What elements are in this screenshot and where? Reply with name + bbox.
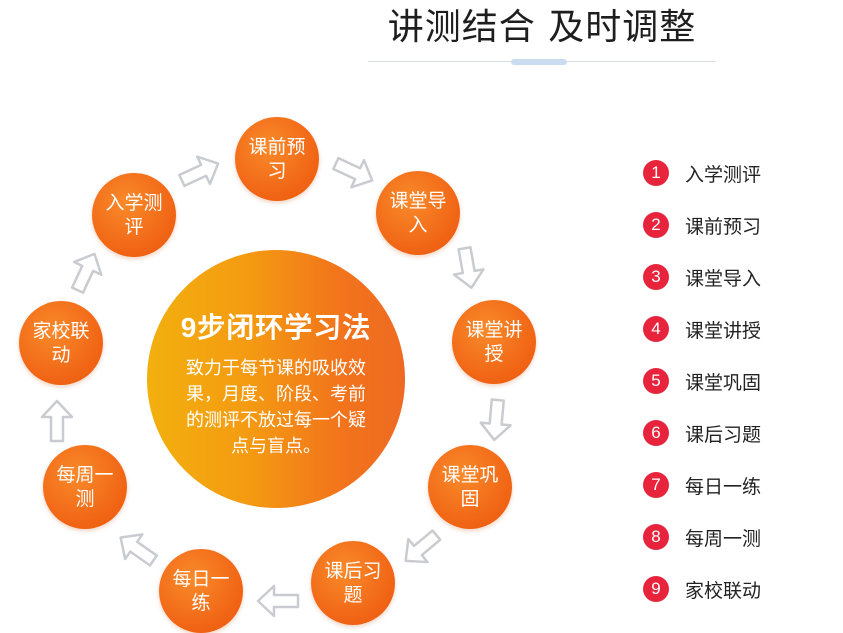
legend-label: 课堂讲授 <box>685 319 762 342</box>
cycle-step-7: 每日一练 <box>159 549 243 633</box>
cycle-step-label: 课堂讲授 <box>465 319 523 365</box>
legend-label: 入学测评 <box>685 163 762 186</box>
legend-label: 课堂导入 <box>685 267 762 290</box>
center-description: 致力于每节课的吸收效果，月度、阶段、考前的测评不放过每一个疑点与盲点。 <box>186 358 366 457</box>
cycle-step-8: 每周一测 <box>43 445 127 529</box>
center-title: 9步闭环学习法 <box>180 312 372 343</box>
legend-number-badge: 6 <box>643 420 669 446</box>
cycle-step-4: 课堂讲授 <box>452 300 536 384</box>
cycle-arrow-icon <box>404 529 442 564</box>
legend-label: 每日一练 <box>685 475 762 498</box>
legend-number-badge: 1 <box>643 160 669 186</box>
cycle-step-2: 课前预习 <box>235 117 319 201</box>
legend-number-badge: 3 <box>643 264 669 290</box>
legend-label: 每周一测 <box>685 527 762 550</box>
cycle-step-1: 入学测评 <box>92 173 176 257</box>
cycle-step-6: 课后习题 <box>311 541 395 625</box>
cycle-step-label: 每日一练 <box>172 568 230 614</box>
page-title: 讲测结合 及时调整 <box>387 7 697 48</box>
cycle-arrow-icon <box>479 398 512 442</box>
legend-number-badge: 8 <box>643 524 669 550</box>
legend-number-badge: 5 <box>643 368 669 394</box>
legend-item: 9 家校联动 <box>643 574 833 604</box>
cycle-arrow-icon <box>119 533 159 567</box>
legend-label: 家校联动 <box>685 579 762 602</box>
legend-number-badge: 2 <box>643 212 669 238</box>
cycle-step-9: 家校联动 <box>19 301 103 385</box>
cycle-step-5: 课堂巩固 <box>428 445 512 529</box>
legend-item: 2 课前预习 <box>643 210 833 240</box>
cycle-arrow-icon <box>332 156 374 189</box>
cycle-step-label: 课前预习 <box>248 136 306 182</box>
cycle-arrow-icon <box>178 155 220 188</box>
cycle-arrow-icon <box>70 252 103 294</box>
legend-item: 5 课堂巩固 <box>643 366 833 396</box>
legend-number-badge: 9 <box>643 576 669 602</box>
cycle-step-label: 课堂导入 <box>389 190 447 236</box>
cycle-arrow-icon <box>256 584 300 618</box>
title-accent-bar <box>511 59 567 65</box>
cycle-step-label: 家校联动 <box>32 320 90 366</box>
cycle-step-label: 课堂巩固 <box>441 464 499 510</box>
center-method-circle: 9步闭环学习法 致力于每节课的吸收效果，月度、阶段、考前的测评不放过每一个疑点与… <box>147 250 405 508</box>
cycle-step-label: 入学测评 <box>105 192 163 238</box>
cycle-step-label: 课后习题 <box>324 560 382 606</box>
cycle-step-label: 每周一测 <box>56 464 114 510</box>
legend-item: 6 课后习题 <box>643 418 833 448</box>
legend-number-badge: 4 <box>643 316 669 342</box>
legend-item: 8 每周一测 <box>643 522 833 552</box>
cycle-step-3: 课堂导入 <box>376 171 460 255</box>
cycle-arrow-icon <box>40 399 74 443</box>
legend-item: 1 入学测评 <box>643 158 833 188</box>
legend-number-badge: 7 <box>643 472 669 498</box>
legend-label: 课后习题 <box>685 423 762 446</box>
legend-item: 7 每日一练 <box>643 470 833 500</box>
legend-item: 4 课堂讲授 <box>643 314 833 344</box>
legend-item: 3 课堂导入 <box>643 262 833 292</box>
cycle-arrow-icon <box>452 246 485 289</box>
legend-label: 课堂巩固 <box>685 371 762 394</box>
legend-label: 课前预习 <box>685 215 762 238</box>
